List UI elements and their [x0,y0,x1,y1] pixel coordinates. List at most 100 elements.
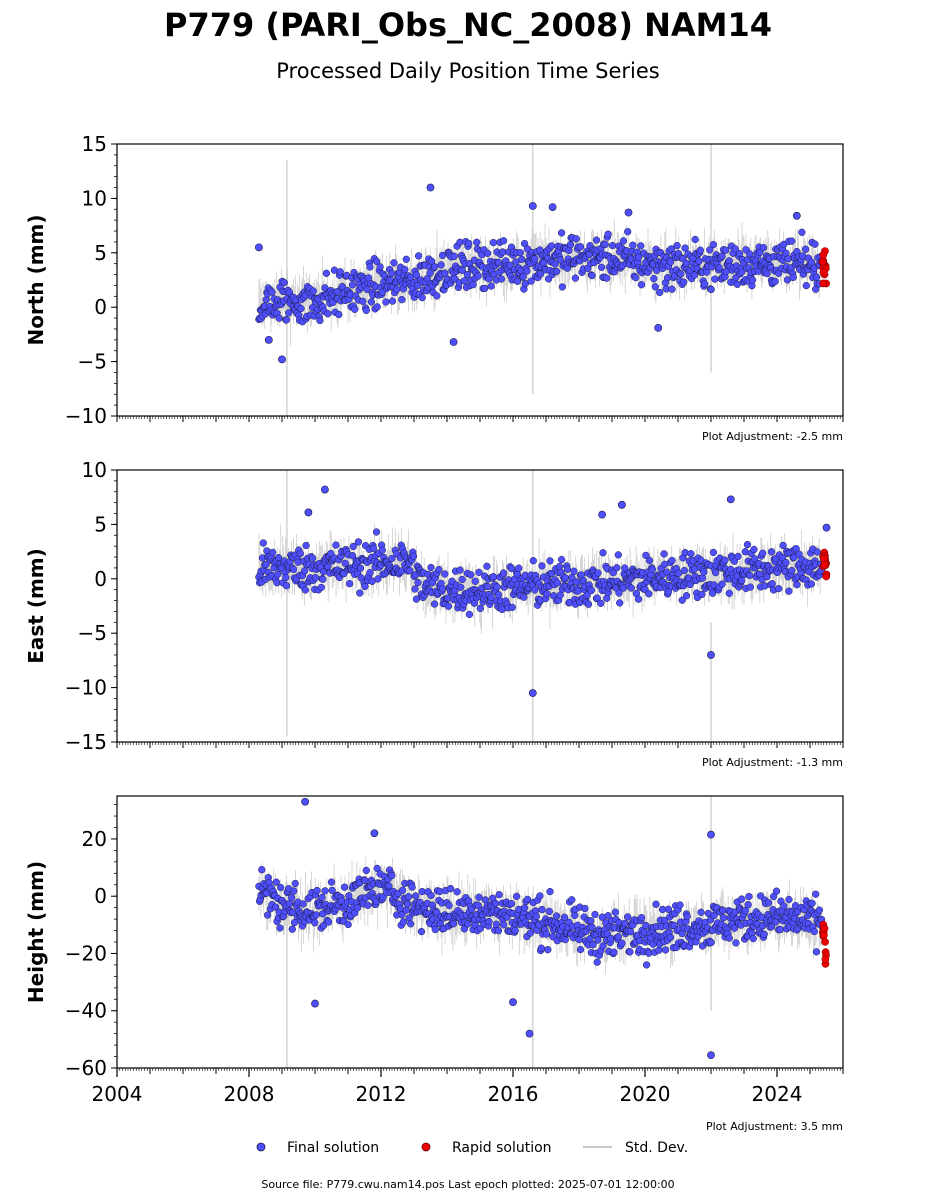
final-solution-outlier [792,211,801,220]
final-solution-point [759,244,768,252]
final-solution-point [745,892,753,901]
final-solution-point [319,921,328,930]
final-solution-point [464,920,472,928]
final-solution-point [711,568,720,577]
final-solution-point [336,268,344,276]
final-solution-point [438,251,447,260]
final-solution-point [309,287,317,295]
final-solution-point [666,933,675,942]
final-solution-point [418,293,426,302]
final-solution-point [275,314,283,322]
final-solution-point [668,285,676,293]
rapid-solution-point [822,572,831,581]
final-solution-point [388,871,396,880]
final-solution-point [373,303,381,311]
final-solution-point [316,316,324,325]
final-solution-point [312,911,320,919]
final-solution-point [785,587,793,595]
final-solution-point [743,540,752,549]
final-solution-point [676,901,684,909]
final-solution-point [445,901,453,910]
final-solution-point [435,565,443,574]
final-solution-point [430,600,439,608]
final-solution-point [536,270,545,278]
final-solution-point [813,548,821,556]
final-solution-point [815,906,824,914]
final-solution-point [364,901,372,909]
rapid-solution-point [820,561,829,569]
final-solution-point [431,925,439,934]
chart-title: P779 (PARI_Obs_NC_2008) NAM14 [164,6,772,44]
final-solution-point [301,586,310,594]
final-solution-point [707,285,715,294]
final-solution-point [291,879,299,888]
final-solution-point [262,560,270,569]
final-solution-outlier [320,485,329,494]
final-solution-point [664,905,673,913]
final-solution-point [457,583,465,591]
y-tick-label: −5 [78,621,107,645]
final-solution-point [491,899,500,908]
final-solution-point [297,304,305,313]
final-solution-point [393,285,401,293]
final-solution-point [572,235,580,243]
final-solution-outlier [254,243,263,252]
final-solution-point [489,573,498,581]
final-solution-point [592,236,601,244]
final-solution-outlier [598,510,606,519]
final-solution-point [678,596,686,604]
final-solution-point [348,281,357,289]
final-solution-point [458,575,466,584]
final-solution-point [499,921,508,929]
final-solution-point [721,556,729,564]
final-solution-point [402,255,410,263]
final-solution-point [759,549,767,557]
final-solution-outlier [624,208,633,217]
final-solution-point [366,569,374,577]
final-solution-point [536,892,544,900]
final-solution-point [302,541,310,550]
final-solution-point [730,924,739,932]
final-solution-point [738,268,746,276]
final-solution-point [456,566,464,574]
final-solution-point [775,584,783,593]
final-solution-point [444,602,453,610]
final-solution-point [746,583,755,591]
final-solution-point [763,269,771,278]
data-layer [255,470,831,742]
final-solution-point [417,927,426,936]
final-solution-point [656,288,664,297]
final-solution-point [744,901,752,909]
final-solution-outlier [822,523,831,532]
final-solution-point [438,585,447,593]
final-solution-point [558,283,567,291]
final-solution-point [788,566,796,575]
rapid-solution-point [819,251,828,259]
final-solution-point [401,265,409,274]
final-solution-point [785,895,793,904]
final-solution-point [290,887,298,895]
final-solution-point [655,946,663,954]
final-solution-point [547,242,556,250]
final-solution-point [399,918,408,926]
final-solution-point [274,570,282,578]
final-solution-point [546,887,554,896]
final-solution-point [591,910,599,919]
final-solution-point [571,911,579,920]
final-solution-point [680,566,688,575]
final-solution-outlier [707,651,715,659]
final-solution-point [812,948,821,956]
final-solution-point [618,939,626,947]
final-solution-point [516,248,524,257]
final-solution-point [626,948,634,956]
final-solution-point [776,925,784,934]
final-solution-point [317,583,325,592]
final-solution-point [645,590,653,598]
final-solution-point [280,278,288,287]
final-solution-point [529,557,537,565]
final-solution-point [277,883,285,892]
y-tick-label: −15 [65,730,107,754]
y-tick-label: −5 [78,350,107,374]
